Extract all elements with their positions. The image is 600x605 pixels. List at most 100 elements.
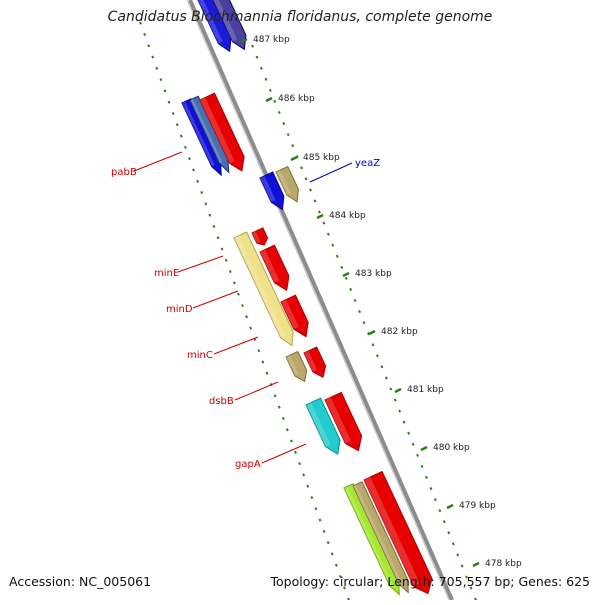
gene-arrow-pabB-red-highlight [200,97,235,164]
right-dot-track [353,298,357,303]
right-dot-track [416,453,420,457]
kbp-tick-label: 483 kbp [355,269,392,279]
left-dot-track [143,32,147,36]
gene-features [181,0,433,596]
gene-arrow-dsbB-red-highlight [304,350,318,372]
right-dot-track [447,531,451,535]
kbp-tick-mark [420,445,428,452]
left-dot-track [310,495,314,500]
backbone-line [188,0,454,601]
gene-arrow-top-blue [197,0,232,53]
right-dot-track [398,409,402,413]
right-dot-track [407,431,411,435]
gene-arrow-minE-red [251,227,269,246]
left-dot-track [273,394,277,398]
gene-arrow-top-navy-highlight [213,0,238,42]
right-dot-track [371,343,375,347]
left-dot-track [322,529,326,533]
gene-label-leader [133,151,183,172]
gene-arrow-pabB-steel [189,95,230,174]
kbp-tick-label: 479 kbp [459,501,496,511]
kbp-tick-mark [394,387,402,394]
kbp-tick-mark [265,96,273,103]
gene-arrow-bottom-khaki [352,481,409,594]
left-dot-track [171,111,175,116]
left-dot-track [294,450,297,454]
gene-labels: pabB minE minD minC dsbB gapA yeaZ [111,151,380,470]
kbp-tick-label: 478 kbp [485,559,522,569]
left-dot-track [151,55,155,59]
gene-arrow-bottom-lime-highlight [344,486,393,586]
left-dot-track [265,371,269,375]
gene-label-gapA: gapA [235,459,261,470]
kbp-tick-mark [240,37,248,44]
right-dot-track [389,387,393,391]
right-dot-track [286,133,290,137]
kbp-tick-label: 485 kbp [303,153,340,163]
right-dot-track [469,586,473,590]
accession-text: Accession: NC_005061 [9,574,152,589]
gene-arrow-minD-red-highlight [260,249,280,283]
gene-label-pabB: pabB [111,167,137,178]
left-dot-track [338,574,342,579]
genome-summary-text: Topology: circular; Length: 705,557 bp; … [270,574,591,589]
genome-backbone [186,0,454,601]
right-dot-track [251,44,255,48]
gene-arrow-gapA-cyan [305,397,341,456]
gene-label-leader [192,290,239,309]
kbp-tick-label: 484 kbp [329,211,366,221]
right-dot-track [433,498,437,502]
right-dot-track [309,188,312,192]
right-dot-track [367,332,370,336]
gene-arrow-pabB-blue-highlight [182,101,215,167]
left-dot-track [200,191,204,195]
gene-arrow-minC-red-highlight [281,299,299,330]
gene-arrow-dsbB-khaki [285,350,308,383]
left-dot-track [277,405,281,409]
left-dot-track [326,541,330,545]
left-dot-track [285,428,289,432]
left-dot-track [192,168,196,172]
gene-arrow-pabB-steel-highlight [190,98,223,164]
gene-arrow-gapA-red-highlight [325,397,351,444]
gene-label-minD: minD [166,304,193,315]
left-dot-track [163,89,167,93]
left-dot-track [318,518,322,522]
kbp-tick-label: 482 kbp [381,327,418,337]
right-dot-track [420,464,424,468]
right-dot-track [326,232,330,236]
gene-label-minC: minC [187,350,213,361]
left-dot-track [257,349,261,353]
map-title: Candidatus Blochmannia floridanus, compl… [107,9,493,25]
right-dot-track [259,66,263,70]
right-dot-track [322,221,326,225]
right-dot-track [273,99,277,104]
left-dot-track [224,258,228,262]
right-dot-track [451,542,455,546]
gene-arrow-dsbB-khaki-highlight [286,355,299,376]
left-dot-track [220,247,224,251]
gene-arrow-dsbB-red [303,346,327,378]
right-dot-track [300,166,304,170]
gene-band-min [233,231,294,347]
left-dot-track [212,224,216,229]
kbp-tick-mark [472,561,480,568]
left-dot-track [232,281,236,285]
gene-arrow-bottom-khaki-highlight [353,484,402,584]
right-dot-track [295,155,299,159]
gene-arrow-minE-red-highlight [252,231,261,244]
left-dot-track [334,563,338,567]
kbp-tick-mark [368,329,376,336]
gene-label-leader [213,336,259,355]
left-dot-track [179,134,183,138]
right-dot-track [349,287,353,292]
right-dot-track [264,77,268,81]
gene-label-leader [177,255,224,273]
kbp-tick-mark [446,503,454,510]
gene-label-dsbB: dsbB [209,396,234,407]
gene-arrow-pabB-red [199,92,245,172]
right-dot-track [465,575,469,579]
gene-label-leader [261,443,307,464]
